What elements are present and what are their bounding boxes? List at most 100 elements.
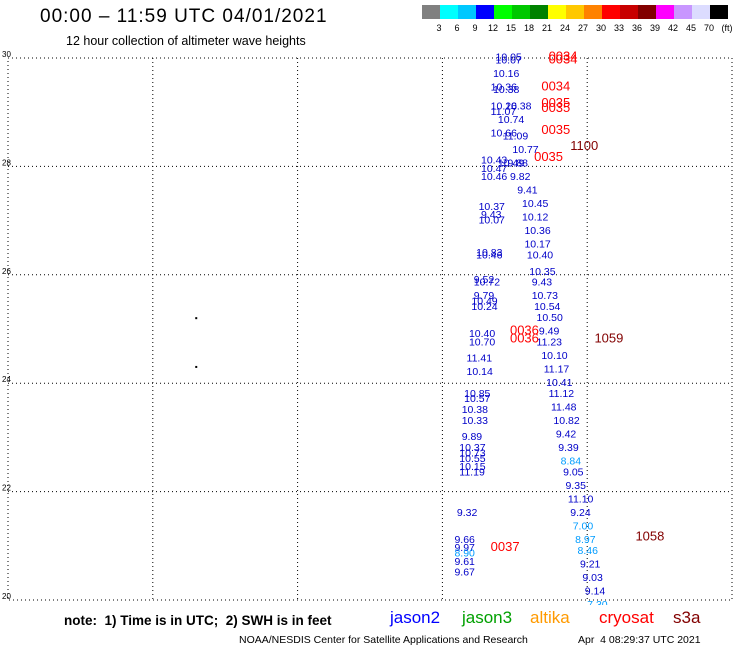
swh-label: 9.21: [580, 558, 601, 570]
swh-label: 9.61: [454, 556, 475, 568]
colorbar-tick: (ft): [722, 23, 733, 33]
footer-note: note: 1) Time is in UTC; 2) SWH is in fe…: [64, 613, 332, 628]
colorbar-tick: 45: [686, 23, 696, 33]
swh-label: 11.41: [467, 353, 493, 365]
time-label: 1058: [635, 528, 664, 543]
swh-label: 10.16: [493, 68, 519, 80]
swh-label: 10.49: [471, 296, 497, 308]
colorbar-swatch: [422, 5, 440, 19]
swh-label: 9.89: [462, 431, 483, 443]
y-tick-label: 30: [2, 50, 11, 59]
legend-cryosat: cryosat: [599, 608, 654, 627]
swh-label: 11.48: [551, 401, 577, 413]
swh-label: 9.32: [457, 507, 478, 519]
swh-label: 10.73: [459, 447, 485, 459]
x-tick-label: 165: [725, 604, 739, 605]
colorbar-tick: 18: [524, 23, 534, 33]
swh-label: 10.46: [481, 171, 507, 183]
swh-label: 10.36: [491, 82, 517, 94]
swh-label: 8.84: [561, 456, 582, 468]
swh-label: 11.17: [544, 363, 570, 375]
colorbar-tick: 70: [704, 23, 714, 33]
swh-label: 10.41: [546, 377, 572, 389]
axis-tick-labels: 150 153 156 159 162 165 20 22 24 26 28 30: [1, 50, 739, 605]
colorbar-tick: 9: [472, 23, 477, 33]
swh-label: 11.07: [491, 106, 517, 118]
swh-label: 10.15: [459, 461, 485, 473]
swh-label: 7.00: [573, 521, 594, 533]
swh-label: 9.97: [454, 542, 475, 554]
swh-label: 8.97: [575, 534, 596, 546]
x-tick-label: 156: [291, 604, 305, 605]
time-label: 1059: [594, 331, 623, 346]
colorbar-swatch: [620, 5, 638, 19]
swh-label: 10.77: [512, 144, 538, 156]
colorbar-tick: 30: [596, 23, 606, 33]
time-label: 0035: [541, 122, 570, 137]
swh-label: 10.73: [532, 290, 558, 302]
swh-label: 10.43: [481, 155, 507, 167]
swh-label: 10.12: [522, 212, 548, 224]
colorbar-tick: 39: [650, 23, 660, 33]
swh-label: 10.83: [476, 247, 502, 259]
y-tick-label: 20: [2, 592, 11, 601]
credit-text: NOAA/NESDIS Center for Satellite Applica…: [239, 634, 528, 646]
x-tick-label: 153: [146, 604, 160, 605]
swh-label: 10.14: [467, 366, 493, 378]
colorbar-swatch: [692, 5, 710, 19]
legend-jason3: jason3: [462, 608, 513, 627]
swh-label: 9.52: [474, 274, 495, 286]
island-dot: [195, 317, 198, 320]
time-label: 0034: [549, 51, 578, 66]
map-frame: [7, 57, 733, 601]
swh-label: 10.17: [524, 239, 550, 251]
colorbar-swatch: [512, 5, 530, 19]
swh-label: 10.55: [459, 453, 485, 465]
swh-label: 9.66: [454, 534, 475, 546]
colorbar-tick: 12: [488, 23, 498, 33]
swh-label: 9.24: [570, 507, 591, 519]
swh-label: 10.50: [537, 312, 563, 324]
swh-label: 9.42: [556, 428, 577, 440]
grid-lines: [7, 57, 733, 601]
swh-label: 9.43: [532, 277, 553, 289]
legend-s3a: s3a: [673, 608, 701, 627]
color-legend: 3 6 9 12 15 18 21 24 27 30 33 36 39 42 45 70 (ft): [422, 5, 733, 33]
colorbar-swatch: [710, 5, 728, 19]
time-label: 0034: [541, 79, 570, 94]
swh-label: 10.70: [469, 336, 495, 348]
swh-label: 10.36: [524, 225, 550, 237]
colorbar-swatch: [638, 5, 656, 19]
x-tick-label: 159: [436, 604, 450, 605]
legend-altika: altika: [530, 608, 570, 627]
swh-label: 10.05: [495, 52, 521, 64]
colorbar-swatch: [458, 5, 476, 19]
y-tick-label: 26: [2, 267, 11, 276]
swh-label: 11.23: [537, 336, 563, 348]
swh-label: 10.66: [491, 128, 517, 140]
swh-label: 10.24: [471, 301, 497, 313]
colorbar-swatch: [674, 5, 692, 19]
swh-label: 9.88: [508, 157, 529, 169]
swh-label: 10.38: [462, 404, 488, 416]
chart-title: 00:00 – 11:59 UTC 04/01/2021: [40, 6, 328, 27]
swh-label: 10.37: [479, 201, 505, 213]
generated-timestamp: Apr 4 08:29:37 UTC 2021: [578, 634, 701, 646]
legend-jason2: jason2: [390, 608, 441, 627]
swh-label: 10.38: [493, 84, 519, 96]
swh-label: 10.38: [505, 100, 531, 112]
time-label: 1100: [570, 138, 598, 153]
swh-label: 9.49: [539, 325, 560, 337]
time-label: 0035: [534, 149, 563, 164]
swh-label: 8.46: [578, 545, 599, 557]
swh-label: 9.14: [585, 586, 606, 598]
time-label: 0035: [541, 100, 570, 115]
colorbar-tick: 3: [436, 23, 441, 33]
swh-label: 10.07: [495, 54, 521, 66]
swh-label: 9.41: [517, 185, 538, 197]
colorbar-swatch: [440, 5, 458, 19]
colorbar-swatch: [602, 5, 620, 19]
swh-label: 9.03: [582, 572, 603, 584]
colorbar-tick: 15: [506, 23, 516, 33]
swh-label: 10.37: [459, 442, 485, 454]
